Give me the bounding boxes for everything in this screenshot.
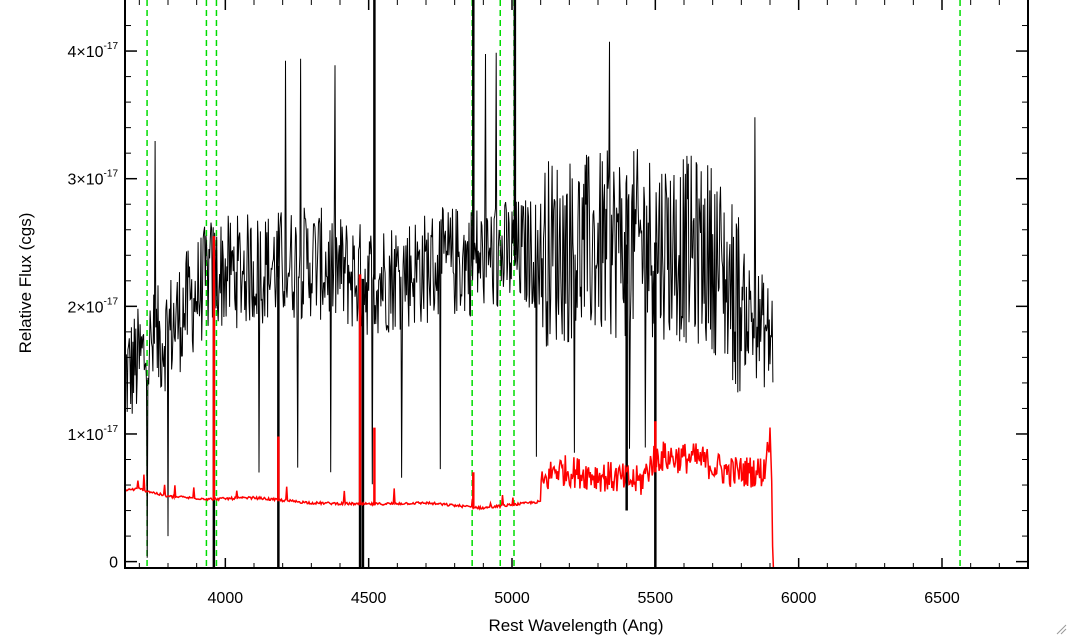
plot-frame [124, 0, 1029, 569]
x-tick-label: 6000 [781, 590, 817, 607]
y-tick-label: 2×10-17 [68, 296, 119, 316]
y-tick-label: 1×10-17 [68, 424, 119, 444]
y-tick-label: 3×10-17 [68, 169, 119, 189]
error-line [125, 427, 1028, 568]
x-tick-label: 6500 [924, 590, 960, 607]
y-tick-label: 4×10-17 [68, 41, 119, 61]
axis-ticks [125, 0, 1029, 568]
spectrum-line [125, 41, 774, 558]
axis-tick-labels: 4000 4500 5000 5500 6000 6500 0 1×10-17 2×10-17 3… [68, 41, 960, 607]
resize-grip-icon[interactable] [1055, 623, 1067, 635]
x-tick-label: 4500 [351, 590, 387, 607]
y-tick-label: 0 [109, 555, 118, 572]
y-axis-title: Relative Flux (cgs) [16, 213, 35, 354]
spectrum-series [125, 0, 1028, 568]
x-axis-title: Rest Wavelength (Ang) [488, 616, 663, 635]
x-tick-label: 5500 [638, 590, 674, 607]
x-tick-label: 5000 [494, 590, 530, 607]
x-tick-label: 4000 [208, 590, 244, 607]
